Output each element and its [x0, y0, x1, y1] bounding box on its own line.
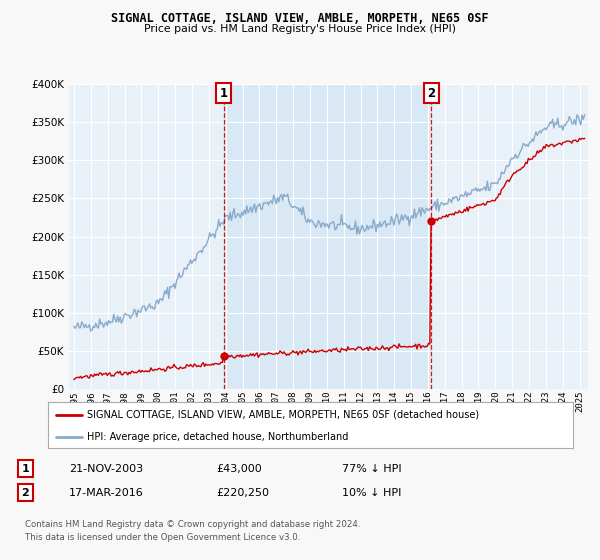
Text: 10% ↓ HPI: 10% ↓ HPI — [342, 488, 401, 498]
Text: £220,250: £220,250 — [216, 488, 269, 498]
Text: SIGNAL COTTAGE, ISLAND VIEW, AMBLE, MORPETH, NE65 0SF (detached house): SIGNAL COTTAGE, ISLAND VIEW, AMBLE, MORP… — [88, 410, 479, 420]
Text: HPI: Average price, detached house, Northumberland: HPI: Average price, detached house, Nort… — [88, 432, 349, 441]
Text: Contains HM Land Registry data © Crown copyright and database right 2024.: Contains HM Land Registry data © Crown c… — [25, 520, 361, 529]
Text: £43,000: £43,000 — [216, 464, 262, 474]
Text: SIGNAL COTTAGE, ISLAND VIEW, AMBLE, MORPETH, NE65 0SF: SIGNAL COTTAGE, ISLAND VIEW, AMBLE, MORP… — [111, 12, 489, 25]
Text: 1: 1 — [22, 464, 29, 474]
Text: Price paid vs. HM Land Registry's House Price Index (HPI): Price paid vs. HM Land Registry's House … — [144, 24, 456, 34]
Text: This data is licensed under the Open Government Licence v3.0.: This data is licensed under the Open Gov… — [25, 533, 301, 542]
Text: 2: 2 — [22, 488, 29, 498]
Text: 21-NOV-2003: 21-NOV-2003 — [69, 464, 143, 474]
Text: 77% ↓ HPI: 77% ↓ HPI — [342, 464, 401, 474]
Text: 17-MAR-2016: 17-MAR-2016 — [69, 488, 144, 498]
Text: 1: 1 — [220, 87, 228, 100]
Bar — [224, 84, 431, 389]
Text: 2: 2 — [427, 87, 436, 100]
